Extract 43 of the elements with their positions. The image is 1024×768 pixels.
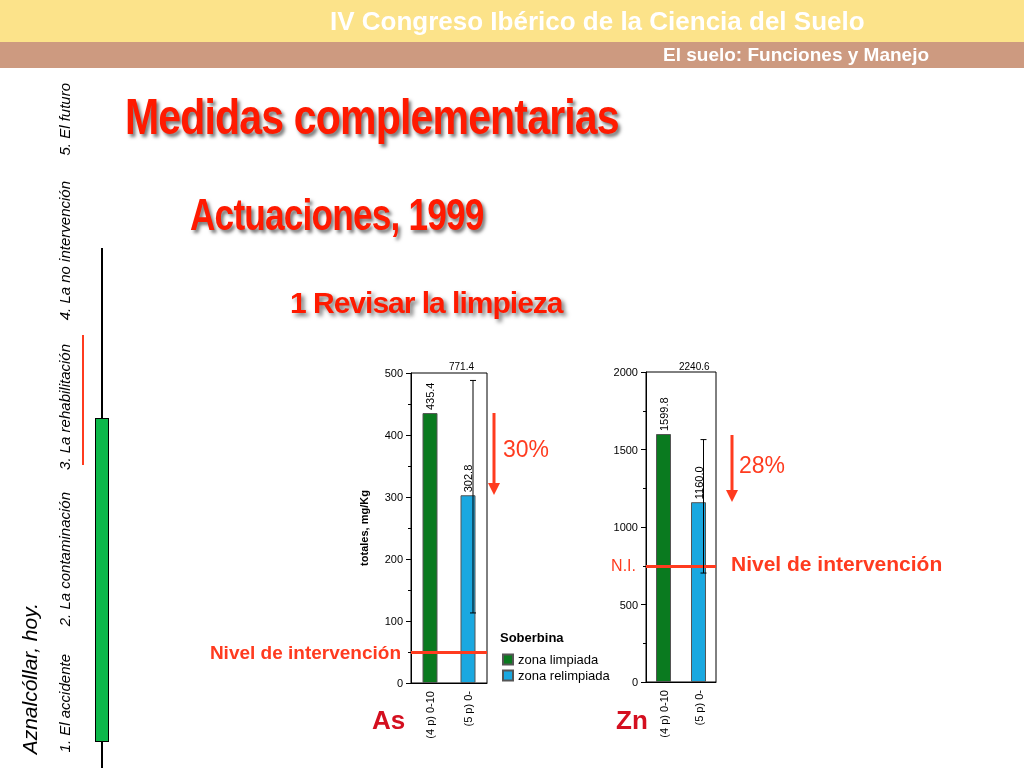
legend-title: Soberbina [500,630,565,645]
y-tick-label: 0 [396,677,403,689]
y-tick-label: 1500 [613,443,638,456]
text: Nivel de intervención [731,552,943,576]
text: 3. La rehabilitación [56,344,73,470]
x-tick-label: (5 p) 0- [462,690,474,727]
y-tick-label: 200 [384,553,403,565]
data-label: 302.8 [462,464,474,493]
legend-label: zona limpiada [518,652,599,667]
legend-label: zona relimpiada [518,668,611,683]
y-tick-label: 500 [619,598,638,611]
text: 4. La no intervención [56,180,73,320]
y-tick-label: 1000 [613,521,638,533]
data-label: 435.4 [424,382,436,411]
text: IV Congreso Ibérico de la Ciencia del Suelo [330,6,865,37]
y-tick-label: 500 [384,367,403,379]
text: El suelo: Funciones y Manejo [663,44,930,66]
text: Aznalcóllar, hoy. [18,602,42,754]
text: Zn [616,705,648,736]
data-label: 1599.8 [657,397,670,432]
text: 28% [739,452,786,479]
text: As [372,705,406,736]
text: 30% [503,436,550,463]
x-tick-label: (5 p) 0- [692,689,705,726]
text: 5. El futuro [56,83,73,156]
y-tick-label: 2000 [613,366,638,378]
y-tick-label: 300 [384,491,403,503]
y-tick-label: 100 [384,615,403,627]
x-tick-label: (4 p) 0-10 [424,691,436,739]
text: 1 Revisar la limpieza [290,286,563,320]
ref-line-label: N.I. [611,557,636,575]
data-label: 1160.0 [692,466,705,500]
y-tick-label: 400 [384,429,403,441]
text: 2240.6 [679,361,710,372]
text: 771.4 [449,361,475,372]
chart-subtitle: Actuaciones, 1999 [190,190,484,240]
text: 1. El accidente [56,653,73,752]
y-axis-title: totales, mg/Kg [357,490,370,566]
ref-line-label: Nivel de intervención [209,641,401,663]
text: 2. La contaminación [56,491,73,626]
y-tick-label: 0 [631,676,638,688]
chart-title: Medidas complementarias [125,88,619,146]
x-tick-label: (4 p) 0-10 [657,690,670,738]
